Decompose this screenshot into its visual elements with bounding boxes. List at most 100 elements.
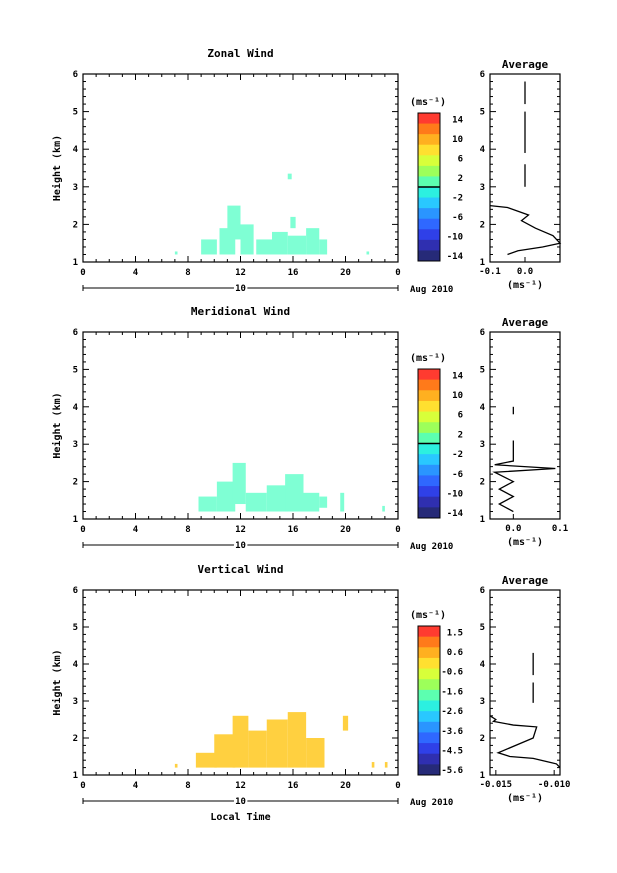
colorbar-label: -2 xyxy=(452,450,463,460)
colorbar-segment xyxy=(418,636,440,648)
chart-title: Meridional Wind xyxy=(191,305,290,318)
y-tick-label: 2 xyxy=(73,478,78,488)
colorbar-segment xyxy=(418,507,440,519)
average-x-label: (ms⁻¹) xyxy=(507,537,543,548)
day-label: 10 xyxy=(235,797,246,807)
average-y-tick-label: 6 xyxy=(480,586,485,596)
data-cell xyxy=(290,216,296,229)
data-cell xyxy=(287,235,307,255)
data-cell xyxy=(384,762,388,768)
average-y-tick-label: 5 xyxy=(480,623,485,633)
average-title: Average xyxy=(502,574,549,587)
average-title: Average xyxy=(502,316,549,329)
data-cell xyxy=(340,492,345,512)
colorbar-segment xyxy=(418,647,440,659)
colorbar-segment xyxy=(418,700,440,712)
colorbar-segment xyxy=(418,218,440,230)
colorbar-unit: (ms⁻¹) xyxy=(410,610,446,621)
y-tick-label: 6 xyxy=(73,586,78,596)
colorbar-segment xyxy=(418,176,440,188)
colorbar-label: -10 xyxy=(447,233,463,243)
colorbar-segment xyxy=(418,679,440,691)
average-frame xyxy=(489,589,561,776)
average-profile-line xyxy=(489,204,562,256)
colorbar-segment xyxy=(418,764,440,776)
colorbar-segment xyxy=(418,187,440,199)
y-tick-label: 2 xyxy=(73,734,78,744)
y-tick-label: 3 xyxy=(73,440,78,450)
x-tick-label: 0 xyxy=(395,268,400,278)
y-tick-label: 1 xyxy=(73,771,78,781)
x-tick-label: 4 xyxy=(133,525,139,535)
colorbar-label: -0.6 xyxy=(441,668,463,678)
data-cell xyxy=(232,462,246,505)
colorbar-label: -5.6 xyxy=(441,766,463,776)
colorbar-label: -2.6 xyxy=(441,707,463,717)
average-y-tick-label: 2 xyxy=(480,220,485,230)
chart-title: Vertical Wind xyxy=(197,563,283,576)
date-label: Aug 2010 xyxy=(410,285,453,295)
colorbar-segment xyxy=(418,390,440,402)
y-tick-label: 5 xyxy=(73,623,78,633)
data-cell xyxy=(319,496,328,508)
colorbar-segment xyxy=(418,165,440,177)
average-y-tick-label: 3 xyxy=(480,697,485,707)
colorbar-label: -4.5 xyxy=(441,746,463,756)
x-tick-label: 16 xyxy=(288,781,299,791)
colorbar-label: 6 xyxy=(458,154,463,164)
colorbar-segment xyxy=(418,197,440,209)
average-x-tick-label: -0.1 xyxy=(479,267,501,277)
date-label: Aug 2010 xyxy=(410,542,453,552)
data-cell xyxy=(342,715,349,731)
colorbar-label: 2 xyxy=(458,174,463,184)
y-tick-label: 6 xyxy=(73,70,78,80)
colorbar-segment xyxy=(418,379,440,391)
y-axis-label: Height (km) xyxy=(51,392,63,458)
colorbar-segment xyxy=(418,689,440,701)
colorbar-label: -2 xyxy=(452,194,463,204)
colorbar-label: 1.5 xyxy=(447,628,463,638)
colorbar-label: 10 xyxy=(452,135,463,145)
colorbar-segment xyxy=(418,668,440,680)
colorbar-label: 10 xyxy=(452,391,463,401)
x-tick-label: 16 xyxy=(288,268,299,278)
data-cell xyxy=(201,239,217,255)
average-x-tick-label: -0.010 xyxy=(538,780,571,790)
x-tick-label: 8 xyxy=(185,525,190,535)
average-x-tick-label: 0.1 xyxy=(552,524,568,534)
x-tick-label: 0 xyxy=(80,781,85,791)
data-cell xyxy=(306,228,320,255)
data-cell xyxy=(256,239,272,255)
y-tick-label: 3 xyxy=(73,697,78,707)
y-axis-label: Height (km) xyxy=(51,649,63,715)
data-cell xyxy=(287,173,292,180)
colorbar-frame xyxy=(417,625,441,776)
x-tick-label: 8 xyxy=(185,781,190,791)
average-title: Average xyxy=(502,58,549,71)
data-cell xyxy=(195,752,217,768)
y-axis-label: Height (km) xyxy=(51,135,63,201)
colorbar-label: 2 xyxy=(458,430,463,440)
data-cell xyxy=(198,496,217,512)
data-cell xyxy=(174,763,178,768)
y-tick-label: 2 xyxy=(73,220,78,230)
colorbar-segment xyxy=(418,743,440,755)
y-tick-label: 1 xyxy=(73,258,78,268)
colorbar-segment xyxy=(418,475,440,487)
y-tick-label: 5 xyxy=(73,108,78,118)
colorbar-label: 0.6 xyxy=(447,648,463,658)
colorbar-segment xyxy=(418,432,440,444)
average-x-tick-label: -0.015 xyxy=(480,780,513,790)
colorbar-label: -14 xyxy=(447,252,464,262)
y-tick-label: 3 xyxy=(73,183,78,193)
average-y-tick-label: 1 xyxy=(480,515,485,525)
colorbar-unit: (ms⁻¹) xyxy=(410,353,446,364)
colorbar-label: -1.6 xyxy=(441,687,463,697)
colorbar-segment xyxy=(418,229,440,241)
data-cell xyxy=(227,205,241,240)
colorbar-label: -3.6 xyxy=(441,727,463,737)
colorbar-segment xyxy=(418,155,440,167)
colorbar-label: -6 xyxy=(452,470,463,480)
data-cell xyxy=(214,734,236,768)
colorbar-segment xyxy=(418,422,440,434)
